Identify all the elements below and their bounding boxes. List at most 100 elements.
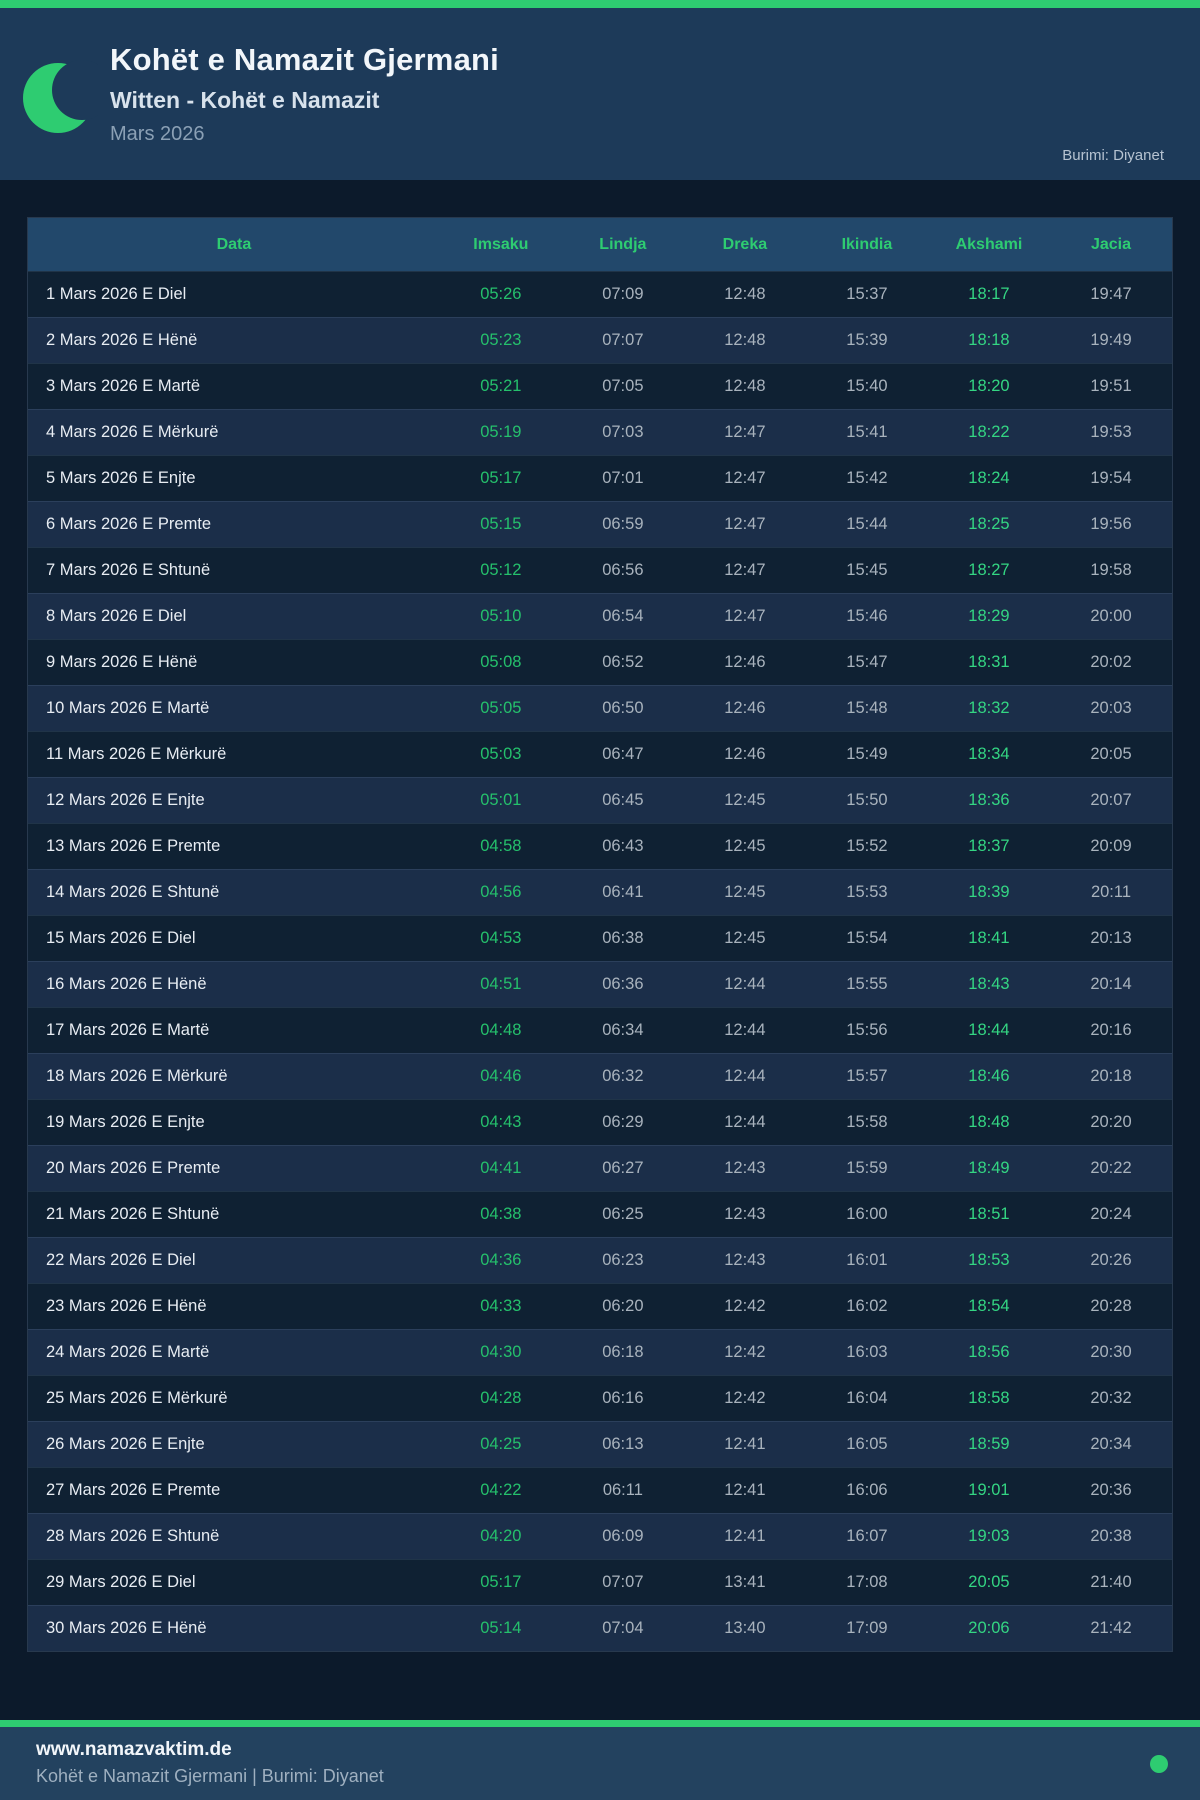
time-cell-dreka: 12:45	[724, 837, 766, 855]
time-cell-akshami: 20:06	[968, 1619, 1010, 1637]
time-cell-ikindia: 15:59	[846, 1159, 888, 1177]
time-cell-lindja: 06:43	[602, 837, 644, 855]
time-cell-dreka: 12:48	[724, 377, 766, 395]
time-cell-imsaku: 05:19	[480, 423, 522, 441]
time-cell-jacia: 20:34	[1090, 1435, 1132, 1453]
time-cell-jacia: 20:30	[1090, 1343, 1132, 1361]
date-cell: 13 Mars 2026 E Premte	[46, 837, 221, 855]
time-cell-ikindia: 15:45	[846, 561, 888, 579]
time-cell-dreka: 12:44	[724, 975, 766, 993]
date-cell: 30 Mars 2026 E Hënë	[46, 1619, 207, 1637]
date-cell: 19 Mars 2026 E Enjte	[46, 1113, 205, 1131]
date-cell: 21 Mars 2026 E Shtunë	[46, 1205, 220, 1223]
crescent-moon-icon	[23, 60, 98, 133]
time-cell-dreka: 12:41	[724, 1435, 766, 1453]
month-label: Mars 2026	[110, 123, 205, 145]
time-cell-jacia: 20:03	[1090, 699, 1132, 717]
time-cell-akshami: 18:22	[968, 423, 1010, 441]
date-cell: 17 Mars 2026 E Martë	[46, 1021, 210, 1039]
time-cell-jacia: 19:53	[1090, 423, 1132, 441]
time-cell-akshami: 18:51	[968, 1205, 1010, 1223]
time-cell-imsaku: 04:30	[480, 1343, 522, 1361]
time-cell-ikindia: 16:01	[846, 1251, 888, 1269]
time-cell-dreka: 12:42	[724, 1389, 766, 1407]
date-cell: 15 Mars 2026 E Diel	[46, 929, 196, 947]
time-cell-dreka: 12:47	[724, 607, 766, 625]
time-cell-akshami: 18:37	[968, 837, 1010, 855]
time-cell-jacia: 20:24	[1090, 1205, 1132, 1223]
time-cell-imsaku: 05:17	[480, 1573, 522, 1591]
time-cell-ikindia: 15:47	[846, 653, 888, 671]
time-cell-ikindia: 16:00	[846, 1205, 888, 1223]
time-cell-ikindia: 15:46	[846, 607, 888, 625]
time-cell-lindja: 07:04	[602, 1619, 644, 1637]
column-header-dreka: Dreka	[722, 235, 768, 253]
time-cell-ikindia: 15:49	[846, 745, 888, 763]
time-cell-ikindia: 16:04	[846, 1389, 888, 1407]
time-cell-lindja: 06:36	[602, 975, 644, 993]
date-cell: 2 Mars 2026 E Hënë	[46, 331, 198, 349]
time-cell-ikindia: 15:55	[846, 975, 888, 993]
table-row: 20 Mars 2026 E Premte 04:41 06:27 12:43 …	[28, 1145, 1172, 1191]
time-cell-dreka: 12:44	[724, 1067, 766, 1085]
prayer-times-table: Data Imsaku Lindja Dreka Ikindia Akshami…	[27, 217, 1173, 1652]
time-cell-dreka: 12:42	[724, 1343, 766, 1361]
time-cell-jacia: 20:00	[1090, 607, 1132, 625]
time-cell-imsaku: 05:23	[480, 331, 522, 349]
time-cell-imsaku: 04:33	[480, 1297, 522, 1315]
date-cell: 6 Mars 2026 E Premte	[46, 515, 212, 533]
time-cell-jacia: 20:07	[1090, 791, 1132, 809]
time-cell-dreka: 12:41	[724, 1527, 766, 1545]
date-cell: 10 Mars 2026 E Martë	[46, 699, 210, 717]
date-cell: 12 Mars 2026 E Enjte	[46, 791, 205, 809]
time-cell-akshami: 18:56	[968, 1343, 1010, 1361]
time-cell-imsaku: 05:21	[480, 377, 522, 395]
table-row: 9 Mars 2026 E Hënë 05:08 06:52 12:46 15:…	[28, 639, 1172, 685]
column-header-ikindia: Ikindia	[841, 235, 893, 253]
time-cell-imsaku: 04:36	[480, 1251, 522, 1269]
time-cell-imsaku: 05:17	[480, 469, 522, 487]
date-cell: 3 Mars 2026 E Martë	[46, 377, 201, 395]
time-cell-lindja: 07:03	[602, 423, 644, 441]
table-row: 16 Mars 2026 E Hënë 04:51 06:36 12:44 15…	[28, 961, 1172, 1007]
table-row: 1 Mars 2026 E Diel 05:26 07:09 12:48 15:…	[28, 271, 1172, 317]
table-row: 2 Mars 2026 E Hënë 05:23 07:07 12:48 15:…	[28, 317, 1172, 363]
date-cell: 29 Mars 2026 E Diel	[46, 1573, 196, 1591]
time-cell-akshami: 18:44	[968, 1021, 1010, 1039]
time-cell-lindja: 06:20	[602, 1297, 644, 1315]
table-header-row: Data Imsaku Lindja Dreka Ikindia Akshami…	[28, 218, 1172, 271]
time-cell-imsaku: 04:38	[480, 1205, 522, 1223]
time-cell-imsaku: 04:51	[480, 975, 522, 993]
time-cell-akshami: 20:05	[968, 1573, 1010, 1591]
time-cell-ikindia: 17:09	[846, 1619, 888, 1637]
table-row: 26 Mars 2026 E Enjte 04:25 06:13 12:41 1…	[28, 1421, 1172, 1467]
time-cell-lindja: 06:29	[602, 1113, 644, 1131]
column-header-data: Data	[216, 235, 252, 253]
time-cell-dreka: 12:46	[724, 745, 766, 763]
time-cell-lindja: 06:09	[602, 1527, 644, 1545]
time-cell-imsaku: 04:53	[480, 929, 522, 947]
table-row: 27 Mars 2026 E Premte 04:22 06:11 12:41 …	[28, 1467, 1172, 1513]
page-subtitle: Witten - Kohët e Namazit	[110, 87, 380, 113]
time-cell-lindja: 06:27	[602, 1159, 644, 1177]
time-cell-lindja: 06:11	[602, 1481, 643, 1499]
time-cell-lindja: 06:52	[602, 653, 644, 671]
time-cell-imsaku: 05:14	[480, 1619, 522, 1637]
time-cell-ikindia: 16:07	[846, 1527, 888, 1545]
table-row: 22 Mars 2026 E Diel 04:36 06:23 12:43 16…	[28, 1237, 1172, 1283]
table-row: 3 Mars 2026 E Martë 05:21 07:05 12:48 15…	[28, 363, 1172, 409]
time-cell-ikindia: 16:02	[846, 1297, 888, 1315]
time-cell-jacia: 21:40	[1090, 1573, 1132, 1591]
table-row: 11 Mars 2026 E Mërkurë 05:03 06:47 12:46…	[28, 731, 1172, 777]
time-cell-ikindia: 15:44	[846, 515, 888, 533]
time-cell-lindja: 06:54	[602, 607, 644, 625]
time-cell-jacia: 20:02	[1090, 653, 1132, 671]
website-link[interactable]: www.namazvaktim.de	[36, 1739, 232, 1760]
time-cell-jacia: 19:56	[1090, 515, 1132, 533]
time-cell-lindja: 07:01	[602, 469, 644, 487]
time-cell-jacia: 20:14	[1090, 975, 1132, 993]
time-cell-jacia: 19:54	[1090, 469, 1132, 487]
time-cell-jacia: 20:28	[1090, 1297, 1132, 1315]
table-row: 29 Mars 2026 E Diel 05:17 07:07 13:41 17…	[28, 1559, 1172, 1605]
time-cell-imsaku: 04:22	[480, 1481, 522, 1499]
